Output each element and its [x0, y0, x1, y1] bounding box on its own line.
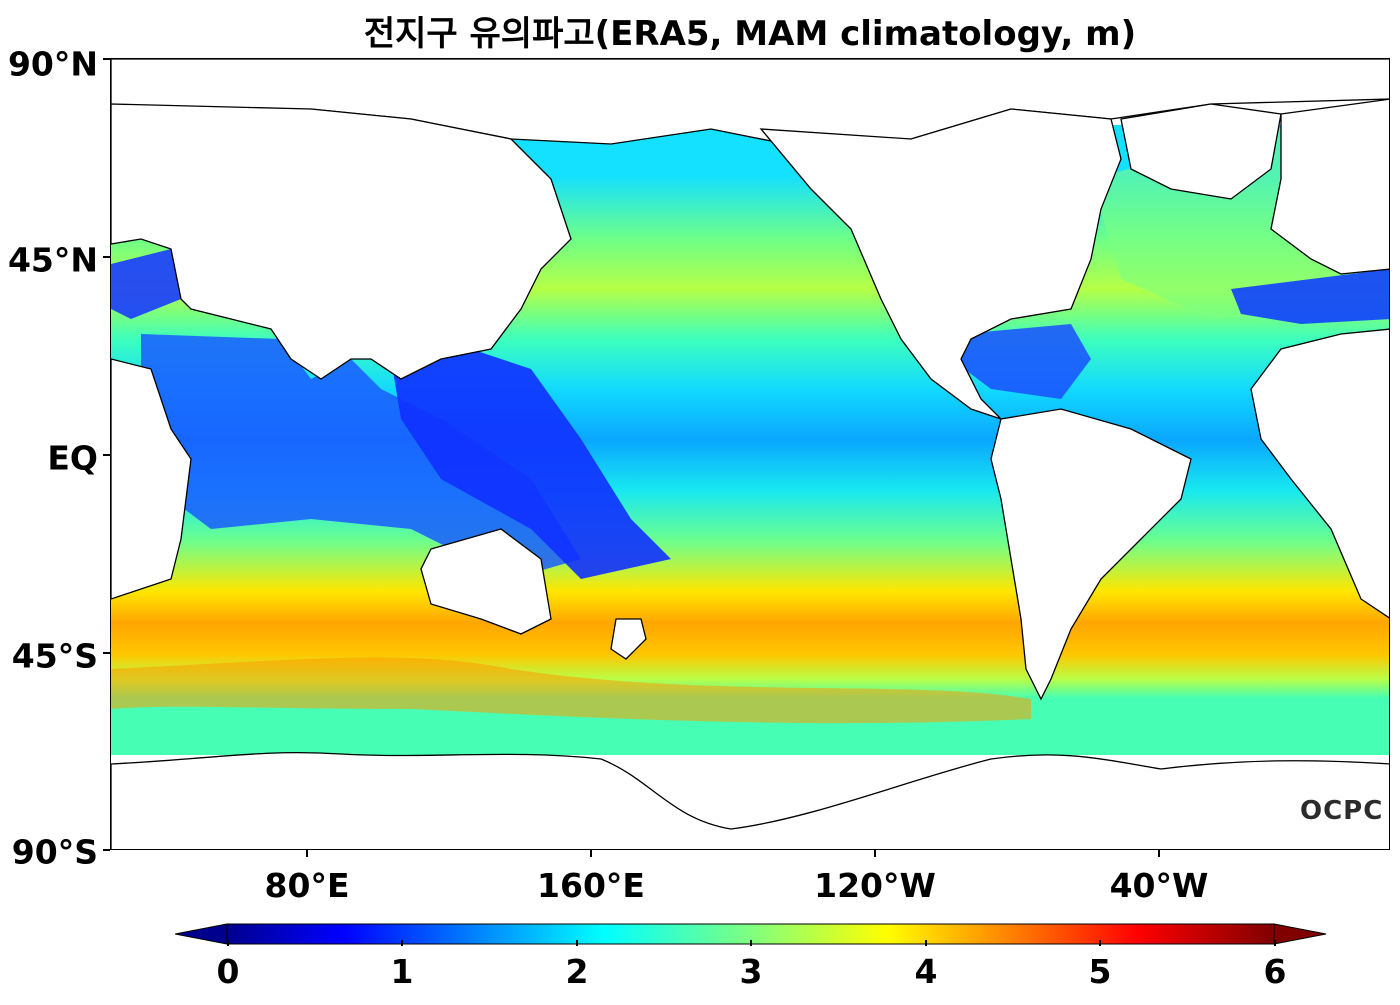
y-label-45n: 45°N — [7, 240, 98, 280]
greenland — [1120, 103, 1282, 200]
colorbar-extend-max — [1273, 923, 1327, 945]
x-tick-160e — [590, 850, 592, 857]
x-tick-120w — [874, 850, 876, 857]
arabia-east-africa — [111, 358, 192, 600]
caribbean-low — [951, 324, 1091, 399]
cb-label-0: 0 — [216, 952, 240, 991]
cb-tick-2 — [576, 940, 578, 946]
y-label-eq: EQ — [47, 438, 98, 478]
colorbar-extend-min — [175, 923, 228, 945]
cb-label-3: 3 — [739, 952, 763, 991]
x-tick-80e — [306, 850, 308, 857]
y-tick-90n — [103, 58, 110, 60]
cb-label-1: 1 — [390, 952, 414, 991]
y-label-90n: 90°N — [7, 44, 98, 84]
y-label-45s: 45°S — [11, 636, 98, 676]
cb-tick-4 — [925, 940, 927, 946]
ocpc-logo: OCPC — [1300, 796, 1384, 826]
southern-ocean-peak — [111, 657, 1031, 724]
cb-tick-1 — [401, 940, 403, 946]
cb-label-6: 6 — [1263, 952, 1287, 991]
new-zealand — [610, 618, 647, 660]
map-title: 전지구 유의파고(ERA5, MAM climatology, m) — [363, 14, 1137, 54]
map-panel — [110, 58, 1390, 850]
eurasia — [111, 103, 572, 380]
x-tick-40w — [1158, 850, 1160, 857]
maritime-continent-low — [391, 349, 671, 579]
mediterranean-low — [1231, 269, 1389, 324]
australia — [420, 528, 552, 635]
x-label-160e: 160°E — [537, 866, 645, 905]
cb-tick-0 — [227, 940, 229, 946]
caspian-low — [111, 249, 181, 319]
north-america — [759, 108, 1122, 420]
africa — [1250, 328, 1389, 619]
y-tick-45s — [103, 652, 110, 654]
cb-tick-6 — [1274, 940, 1276, 946]
south-america — [990, 408, 1192, 701]
cb-label-4: 4 — [914, 952, 938, 991]
wave-height-map — [111, 59, 1389, 849]
antarctica — [111, 751, 1389, 849]
indian-ocean-north-low — [141, 334, 581, 579]
x-label-40w: 40°W — [1109, 866, 1209, 905]
cb-label-5: 5 — [1088, 952, 1112, 991]
europe — [1270, 98, 1389, 275]
x-label-120w: 120°W — [814, 866, 936, 905]
y-label-90s: 90°S — [11, 832, 98, 872]
cb-label-2: 2 — [565, 952, 589, 991]
y-tick-90s — [103, 849, 110, 851]
y-tick-45n — [103, 256, 110, 258]
cb-tick-5 — [1099, 940, 1101, 946]
y-tick-eq — [103, 454, 110, 456]
x-label-80e: 80°E — [264, 866, 350, 905]
cb-tick-3 — [750, 940, 752, 946]
